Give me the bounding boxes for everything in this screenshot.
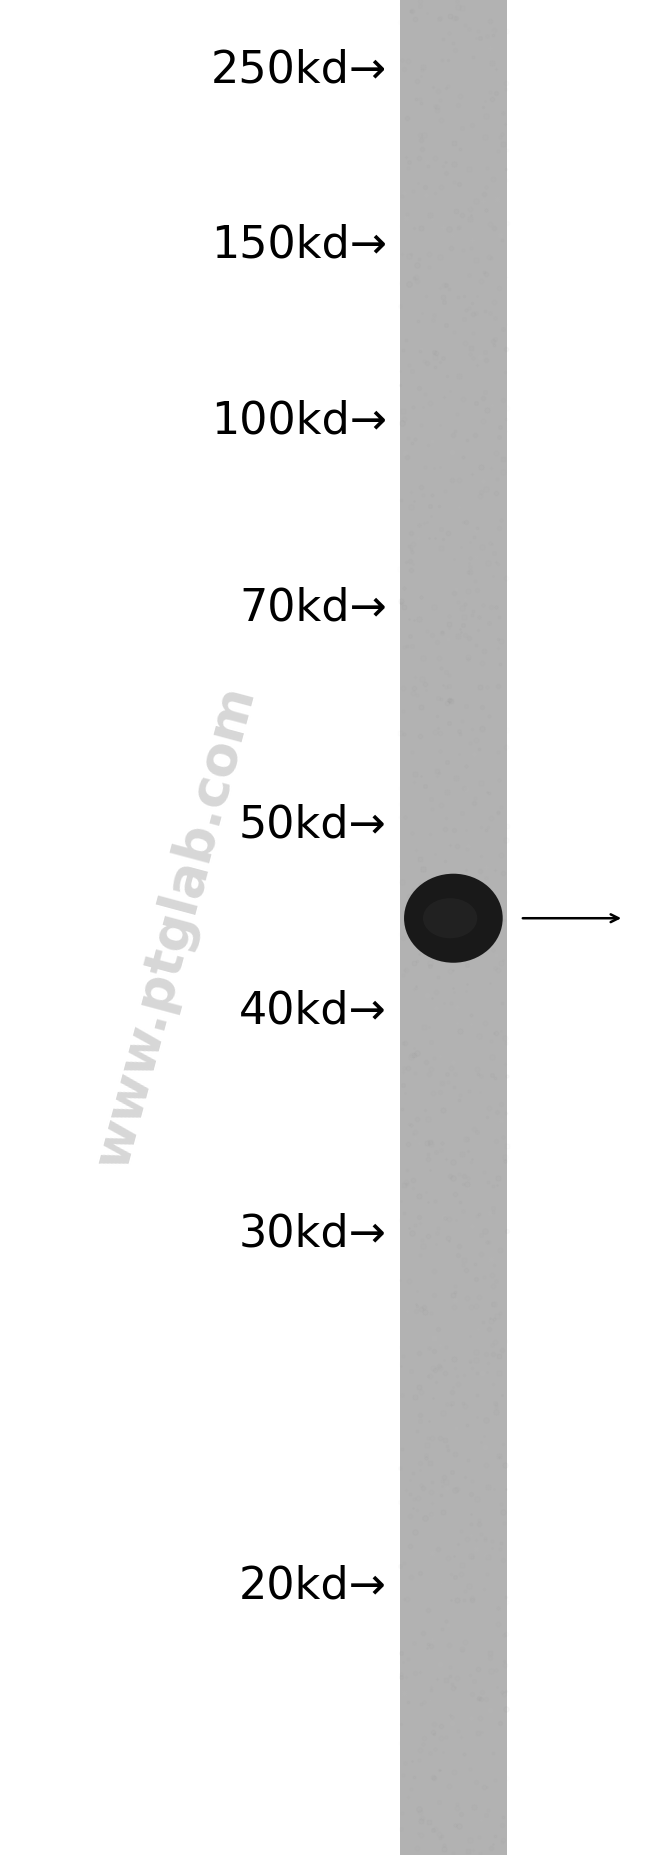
Text: 250kd→: 250kd→ (211, 48, 387, 93)
Text: 150kd→: 150kd→ (211, 223, 387, 267)
Text: 30kd→: 30kd→ (239, 1211, 387, 1256)
Text: 20kd→: 20kd→ (239, 1564, 387, 1608)
Bar (400, 0, 507, 1855)
Text: 70kd→: 70kd→ (239, 586, 387, 631)
Ellipse shape (423, 898, 477, 939)
Text: 100kd→: 100kd→ (211, 399, 387, 443)
Ellipse shape (404, 874, 502, 963)
Text: 40kd→: 40kd→ (239, 989, 387, 1033)
Text: 50kd→: 50kd→ (239, 803, 387, 848)
Text: www.ptglab.com: www.ptglab.com (86, 681, 265, 1174)
